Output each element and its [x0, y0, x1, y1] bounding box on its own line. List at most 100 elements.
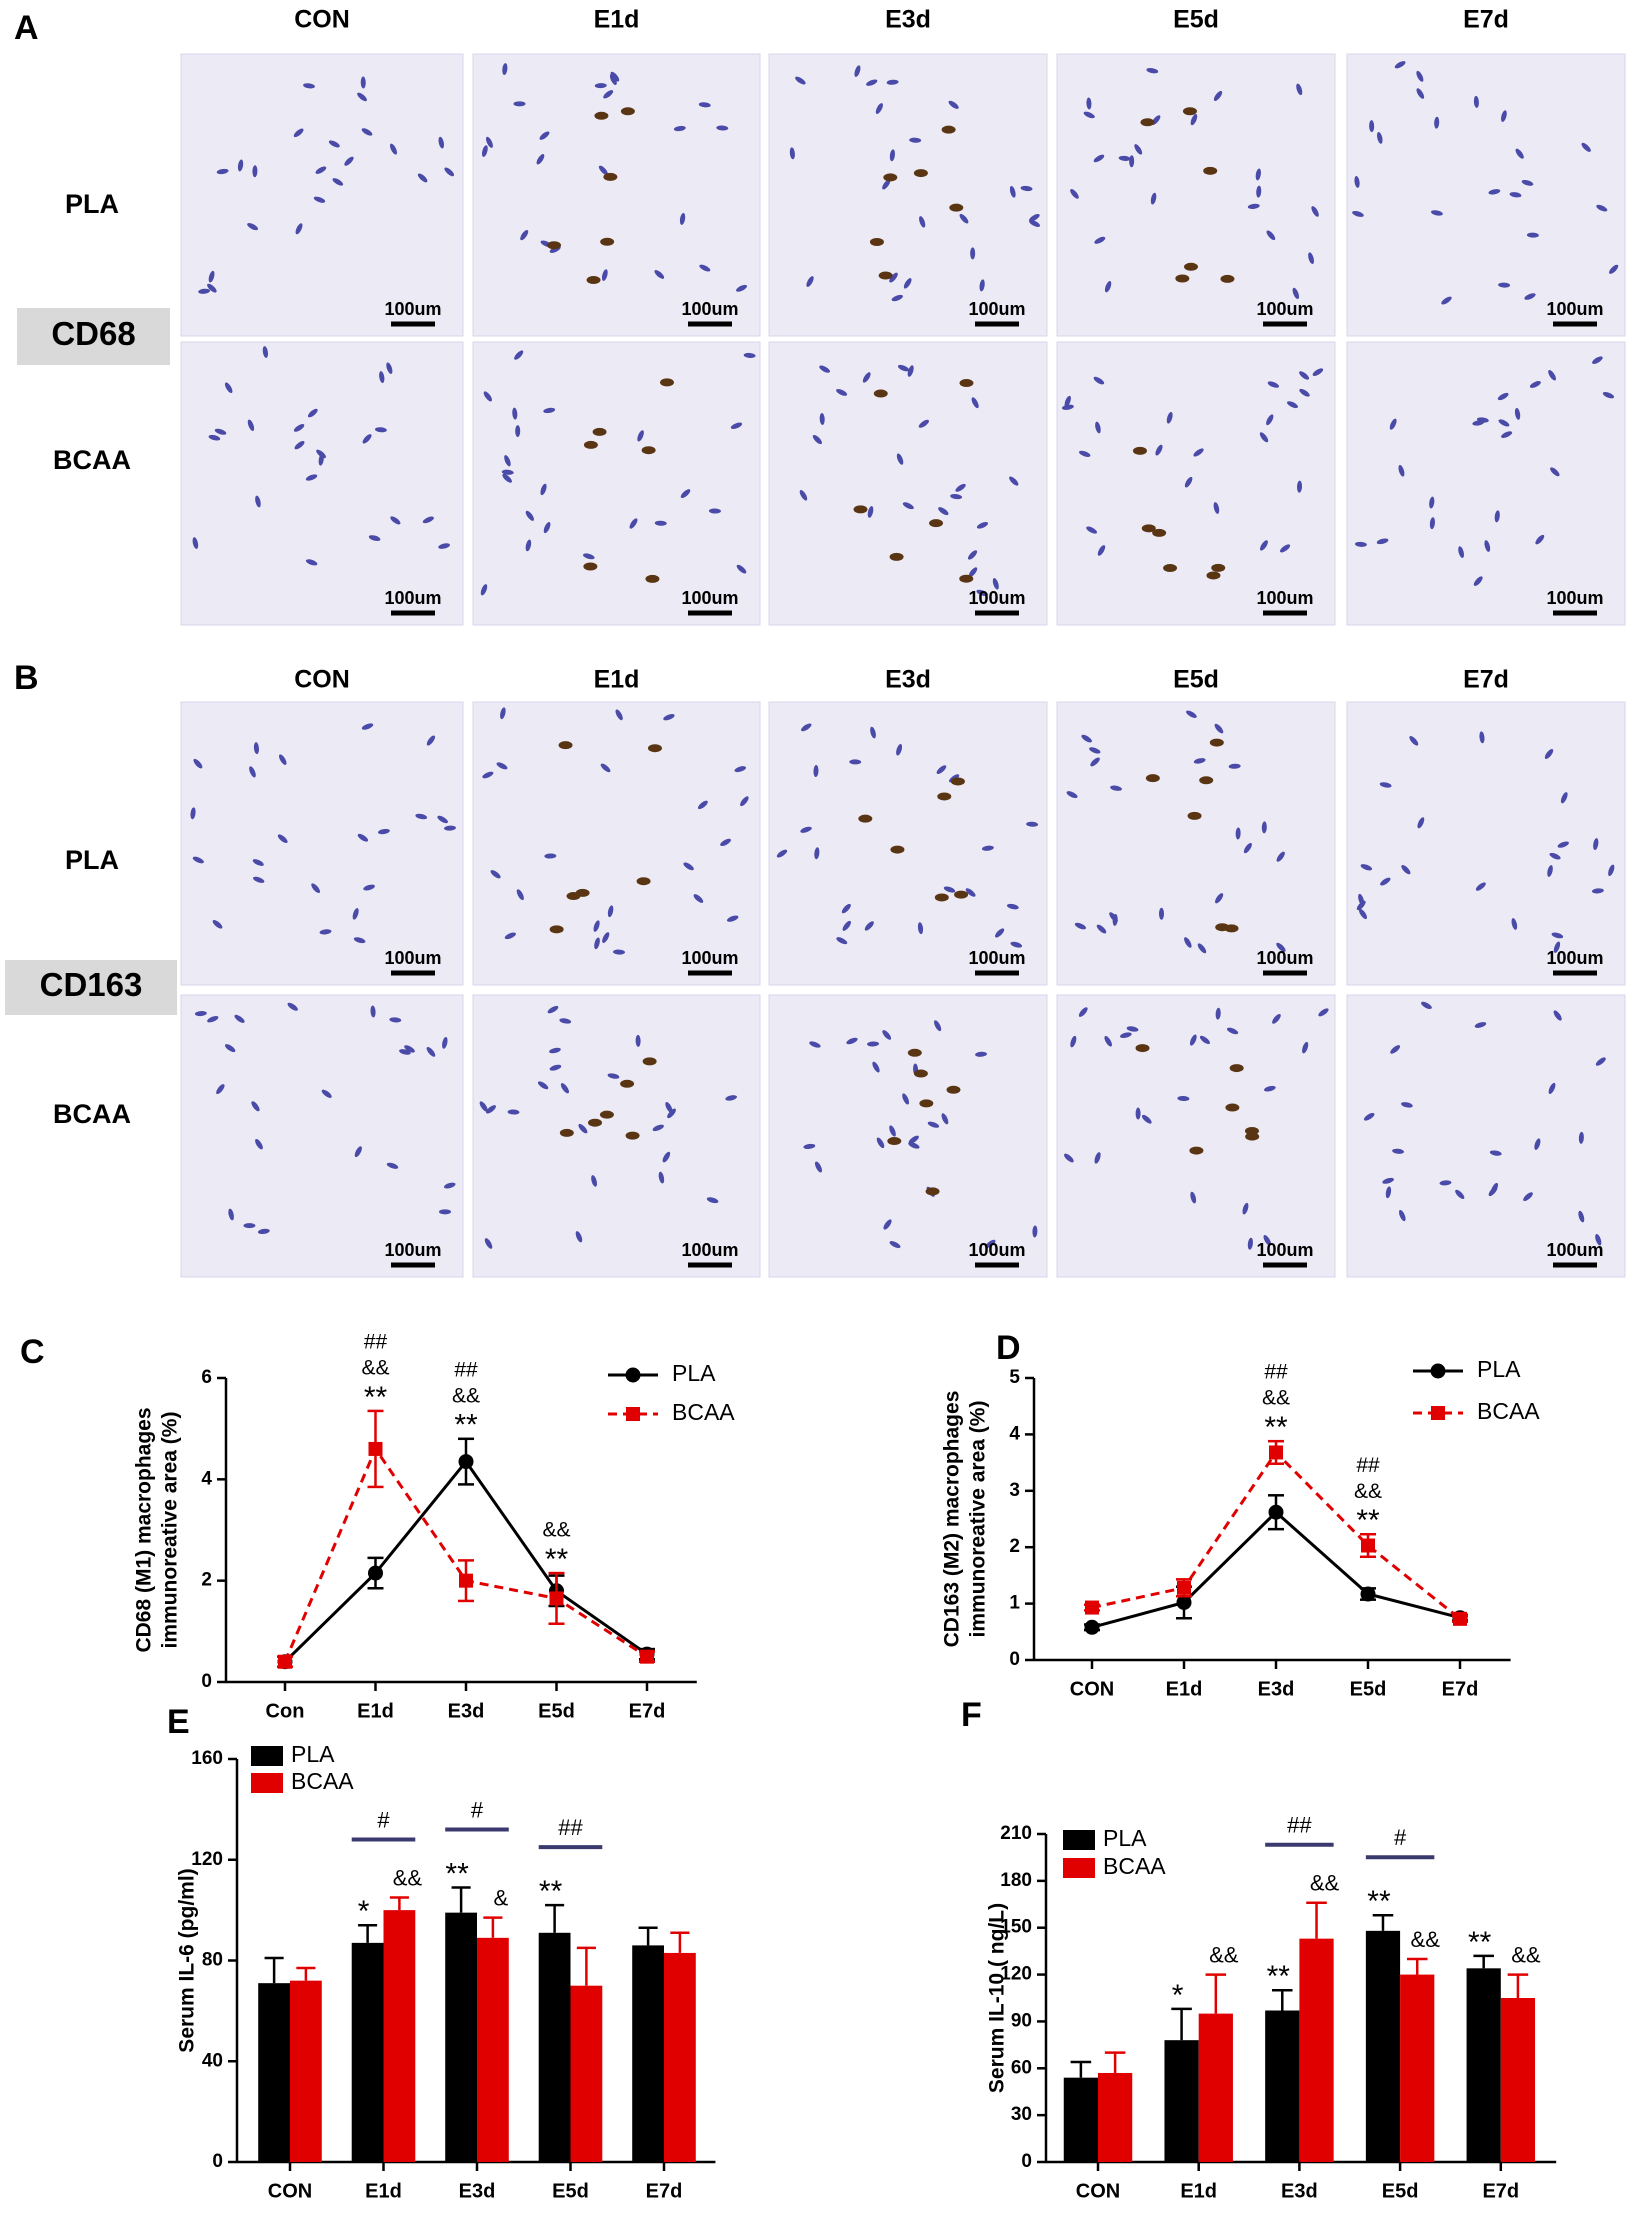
nucleus — [1578, 1210, 1585, 1223]
stained-cell — [1189, 1146, 1204, 1155]
nucleus — [1380, 877, 1391, 886]
bar — [351, 1942, 384, 2162]
significance-label: && — [1354, 1480, 1382, 1503]
significance-label: ** — [1367, 1885, 1391, 1918]
nucleus — [379, 371, 385, 384]
legend-swatch — [1063, 1858, 1095, 1878]
nucleus — [943, 886, 956, 893]
nucleus — [995, 928, 1005, 938]
error-bar — [358, 1923, 378, 1943]
nucleus — [979, 279, 985, 292]
nucleus — [485, 136, 493, 148]
legend-label: BCAA — [1103, 1853, 1166, 1879]
nucleus — [525, 539, 532, 552]
nucleus — [1189, 1034, 1197, 1046]
column-header: E5d — [1173, 6, 1219, 34]
nucleus — [437, 815, 448, 824]
nucleus — [882, 1030, 892, 1040]
nucleus — [1578, 1131, 1584, 1144]
nucleus — [1094, 236, 1106, 244]
nucleus — [1409, 736, 1419, 746]
nucleus — [603, 90, 614, 99]
nucleus — [1494, 510, 1500, 523]
nucleus — [602, 932, 610, 943]
nucleus — [1394, 61, 1406, 69]
nucleus — [502, 473, 512, 483]
legend-swatch — [251, 1773, 283, 1793]
nucleus — [1029, 219, 1041, 227]
micrograph — [472, 53, 761, 337]
nucleus — [483, 391, 492, 402]
scale-bar-label: 100um — [1546, 299, 1603, 319]
nucleus — [386, 1162, 399, 1169]
nucleus — [613, 949, 626, 955]
data-point — [368, 1565, 383, 1581]
significance-label: ** — [545, 1543, 569, 1576]
nucleus — [252, 859, 264, 866]
nucleus — [607, 1073, 620, 1079]
bar — [1164, 2040, 1199, 2162]
nucleus — [736, 284, 748, 292]
nucleus — [1243, 842, 1252, 854]
scale-bar-label: 100um — [968, 948, 1025, 968]
nucleus — [918, 419, 929, 428]
micrograph — [472, 701, 761, 986]
nucleus — [361, 723, 374, 730]
nucleus — [352, 908, 359, 920]
nucleus — [876, 1137, 885, 1149]
nucleus — [207, 283, 217, 293]
x-tick-label: E5d — [1350, 1678, 1387, 1700]
panel-letter: C — [20, 1333, 45, 1371]
stained-cell — [1152, 528, 1167, 537]
bar — [383, 1910, 416, 2162]
nucleus — [313, 196, 326, 203]
nucleus — [1439, 1180, 1452, 1186]
nucleus — [1226, 1027, 1239, 1035]
y-axis-label: Serum IL-10 ( ng/L) — [986, 1903, 1009, 2093]
nucleus — [809, 1041, 821, 1048]
y-tick-label: 0 — [1021, 2151, 1032, 2172]
micrograph — [1056, 701, 1336, 986]
nucleus — [1544, 748, 1554, 759]
bar — [477, 1937, 509, 2162]
nucleus — [968, 567, 978, 578]
nucleus — [680, 489, 691, 499]
error-bar — [1272, 1988, 1293, 2011]
nucleus — [882, 179, 891, 190]
nucleus — [362, 434, 372, 444]
scale-bar-label: 100um — [681, 948, 738, 968]
stained-cell — [645, 574, 660, 583]
data-point — [1360, 1586, 1376, 1602]
nucleus — [543, 521, 551, 534]
stained-cell — [1175, 274, 1190, 283]
stained-cell — [1225, 1103, 1240, 1112]
legend-label: PLA — [672, 1360, 716, 1386]
scale-bar-label: 100um — [1546, 948, 1603, 968]
stained-cell — [592, 427, 607, 436]
nucleus — [886, 79, 899, 85]
scale-bar-label: 100um — [681, 1240, 738, 1260]
bar — [1466, 1968, 1501, 2162]
nucleus — [368, 535, 381, 541]
nucleus — [1550, 467, 1560, 477]
nucleus — [208, 434, 221, 441]
nucleus — [800, 826, 812, 833]
nucleus — [252, 165, 258, 178]
nucleus — [1501, 431, 1513, 439]
column-header: E7d — [1463, 6, 1509, 34]
stained-cell — [1215, 923, 1230, 932]
error-bar — [483, 1916, 503, 1938]
legend-swatch — [1063, 1830, 1095, 1850]
nucleus — [514, 350, 524, 360]
y-tick-label: 90 — [1011, 2010, 1032, 2031]
nucleus — [1497, 392, 1509, 401]
x-tick-label: E1d — [1166, 1678, 1203, 1700]
bracket-label: ## — [558, 1815, 583, 1840]
nucleus — [293, 424, 305, 432]
nucleus — [970, 247, 976, 260]
nucleus — [1360, 864, 1373, 871]
micrograph — [1056, 341, 1336, 626]
nucleus — [864, 921, 874, 931]
nucleus — [1489, 1150, 1502, 1156]
scale-bar-label: 100um — [384, 1240, 441, 1260]
